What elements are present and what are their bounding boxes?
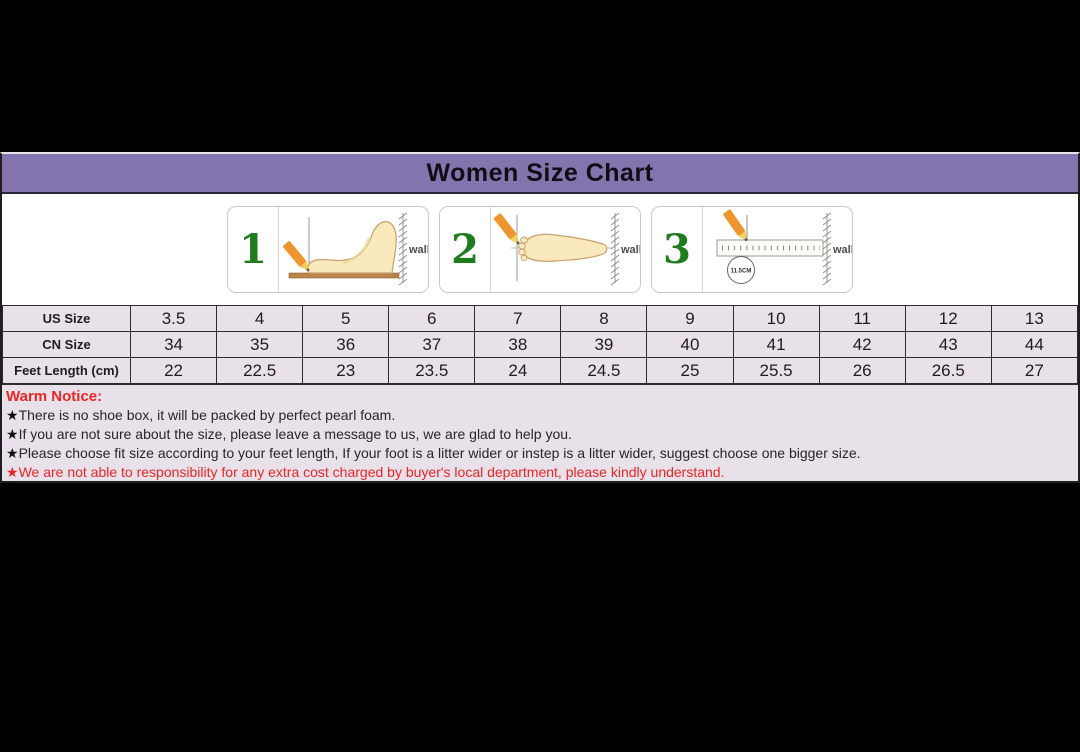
warm-notice-text: We are not able to responsibility for an… (18, 464, 725, 480)
measure-step-2: 2 (439, 206, 641, 293)
size-cell: 35 (216, 331, 304, 358)
size-cell: 11 (818, 305, 906, 332)
warm-notice-title: Warm Notice: (6, 388, 103, 405)
wall-hatch-icon (610, 212, 620, 286)
measure-foot-top-illustration: wall (491, 207, 640, 292)
table-row: Feet Length (cm) 22 22.5 23 23.5 24 24.5 25 25.5… (2, 357, 1079, 384)
size-cell: 39 (560, 331, 648, 358)
size-cell: 7 (474, 305, 562, 332)
measure-foot-side-illustration: wall (279, 207, 428, 292)
measure-steps: 1 wall (2, 194, 1078, 305)
warm-notice: Warm Notice: ★There is no shoe box, it w… (2, 384, 1078, 481)
size-cell: 10 (732, 305, 820, 332)
size-table: US Size 3.5 4 5 6 7 8 9 10 11 12 13 CN Size 34 35 36 37 3… (2, 305, 1079, 384)
size-cell: 4 (216, 305, 304, 332)
size-chart-content: Women Size Chart 1 (0, 152, 1080, 483)
size-cell: 24 (474, 357, 562, 384)
size-cell: 23.5 (388, 357, 476, 384)
size-cell: 38 (474, 331, 562, 358)
size-cell: 6 (388, 305, 476, 332)
measure-step-1: 1 wall (227, 206, 429, 293)
warm-notice-items: ★There is no shoe box, it will be packed… (6, 406, 1072, 482)
size-cell: 3.5 (129, 305, 218, 332)
size-cell: 5 (302, 305, 390, 332)
size-cell: 27 (990, 357, 1079, 384)
row-label: Feet Length (cm) (2, 357, 131, 384)
warm-notice-text: There is no shoe box, it will be packed … (18, 407, 396, 423)
size-cell: 43 (904, 331, 992, 358)
size-cell: 40 (646, 331, 734, 358)
warm-notice-text: If you are not sure about the size, plea… (18, 426, 572, 442)
wall-hatch-icon (398, 212, 408, 286)
measurement-value: 11.5CM (731, 269, 752, 275)
size-table-body: US Size 3.5 4 5 6 7 8 9 10 11 12 13 CN Size 34 35 36 37 3… (2, 305, 1079, 384)
warm-notice-item: ★If you are not sure about the size, ple… (6, 425, 1072, 444)
row-label: CN Size (2, 331, 131, 358)
step-number: 3 (652, 207, 703, 292)
measurement-callout-circle (727, 256, 755, 284)
wall-label: wall (832, 244, 852, 256)
size-cell: 26 (818, 357, 906, 384)
warm-notice-item: ★We are not able to responsibility for a… (6, 463, 1072, 482)
size-cell: 36 (302, 331, 390, 358)
wall-label: wall (408, 244, 428, 256)
warm-notice-item: ★There is no shoe box, it will be packed… (6, 406, 1072, 425)
step-number: 1 (228, 207, 279, 292)
step-number: 2 (440, 207, 491, 292)
size-cell: 37 (388, 331, 476, 358)
star-bullet-icon: ★ (6, 445, 19, 461)
size-cell: 26.5 (904, 357, 992, 384)
size-cell: 22 (129, 357, 218, 384)
warm-notice-text: Please choose fit size according to your… (18, 445, 861, 461)
size-cell: 23 (302, 357, 390, 384)
size-cell: 13 (990, 305, 1079, 332)
star-bullet-icon: ★ (6, 464, 19, 480)
size-cell: 12 (904, 305, 992, 332)
chart-header: Women Size Chart (2, 154, 1078, 194)
size-cell: 25.5 (732, 357, 820, 384)
wall-label: wall (620, 244, 640, 256)
size-cell: 34 (129, 331, 218, 358)
size-cell: 24.5 (560, 357, 648, 384)
size-cell: 22.5 (216, 357, 304, 384)
measure-ruler-illustration: 11.5CM wall (703, 207, 852, 292)
page-title: Women Size Chart (426, 158, 654, 187)
measure-step-3: 3 11.5CM wall (651, 206, 853, 293)
size-cell: 8 (560, 305, 648, 332)
size-cell: 44 (990, 331, 1079, 358)
table-row: CN Size 34 35 36 37 38 39 40 41 42 43 44 (2, 331, 1079, 358)
row-label: US Size (2, 305, 131, 332)
warm-notice-item: ★Please choose fit size according to you… (6, 444, 1072, 463)
size-cell: 42 (818, 331, 906, 358)
size-cell: 25 (646, 357, 734, 384)
table-row: US Size 3.5 4 5 6 7 8 9 10 11 12 13 (2, 305, 1079, 332)
star-bullet-icon: ★ (6, 407, 19, 423)
wall-hatch-icon (822, 212, 832, 286)
star-bullet-icon: ★ (6, 426, 19, 442)
size-cell: 41 (732, 331, 820, 358)
size-cell: 9 (646, 305, 734, 332)
